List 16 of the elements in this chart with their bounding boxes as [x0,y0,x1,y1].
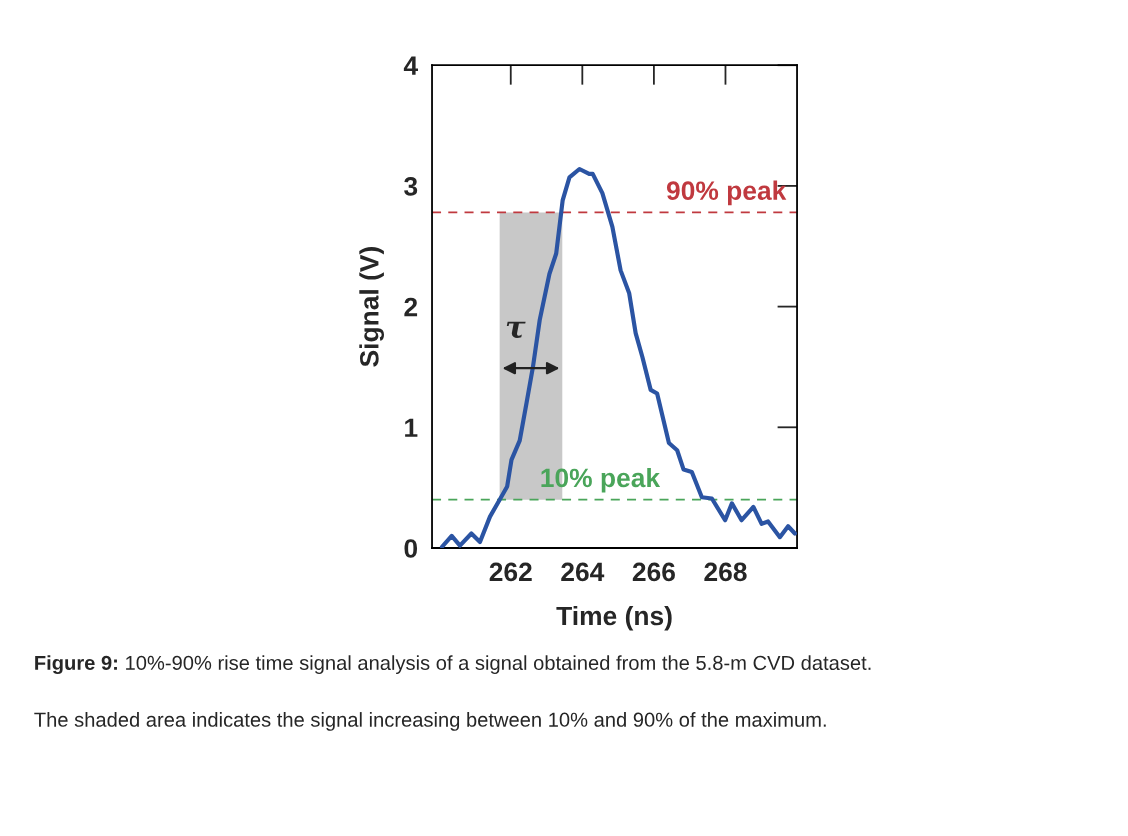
x-tick-label: 264 [561,562,605,582]
y-tick-label: 4 [403,56,418,75]
ref-line-label: 90% peak [666,180,787,206]
y-tick-label: 1 [405,418,418,437]
annotation: τ [506,321,526,338]
ref-line-label: 10% peak [541,467,661,493]
x-axis-title: Time (ns) [556,605,672,631]
y-tick-label: 3 [404,177,418,196]
x-tick-label: 262 [489,562,532,582]
x-tick-label: 268 [704,562,747,582]
text: The shaded area indicates the signal increasing between 10% and 90% of the maximum. [34,712,826,731]
y-tick-label: 0 [404,539,418,558]
y-axis-title: Signal (V) [359,247,385,367]
y-tick-label: 2 [404,297,418,317]
x-tick-label: 266 [632,562,675,582]
caption: Figure 9: 10%-90% rise time signal analysis of a signal obtained from the 5.8-m CVD dataset. [35,655,871,675]
